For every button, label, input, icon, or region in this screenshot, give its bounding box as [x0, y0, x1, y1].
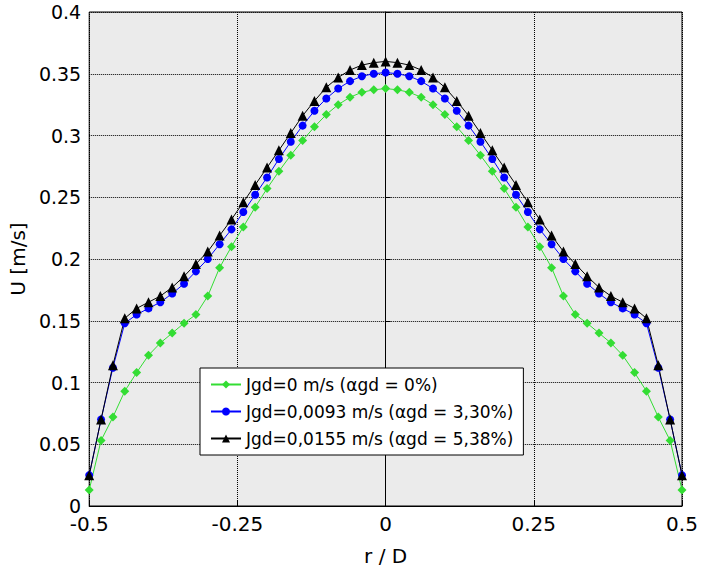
- svg-text:Jgd=0,0155 m/s (αgd = 5,38%): Jgd=0,0155 m/s (αgd = 5,38%): [245, 429, 513, 449]
- svg-text:0.05: 0.05: [39, 433, 81, 455]
- svg-text:0.15: 0.15: [39, 310, 81, 332]
- svg-text:0.5: 0.5: [666, 512, 698, 536]
- svg-text:0.25: 0.25: [512, 512, 557, 536]
- svg-text:0.3: 0.3: [51, 125, 81, 147]
- svg-text:0.35: 0.35: [39, 63, 81, 85]
- svg-text:-0.5: -0.5: [70, 512, 109, 536]
- svg-text:0.2: 0.2: [51, 248, 81, 270]
- svg-text:U [m/s]: U [m/s]: [6, 222, 30, 295]
- svg-text:0: 0: [379, 512, 392, 536]
- svg-text:0: 0: [69, 495, 82, 517]
- svg-text:Jgd=0,0093 m/s (αgd = 3,30%): Jgd=0,0093 m/s (αgd = 3,30%): [245, 402, 513, 422]
- svg-text:-0.25: -0.25: [212, 512, 264, 536]
- svg-text:0.25: 0.25: [39, 186, 81, 208]
- svg-text:r / D: r / D: [364, 544, 407, 568]
- svg-text:0.1: 0.1: [51, 372, 81, 394]
- svg-text:0.4: 0.4: [51, 1, 81, 23]
- svg-text:Jgd=0 m/s (αgd = 0%): Jgd=0 m/s (αgd = 0%): [245, 375, 438, 395]
